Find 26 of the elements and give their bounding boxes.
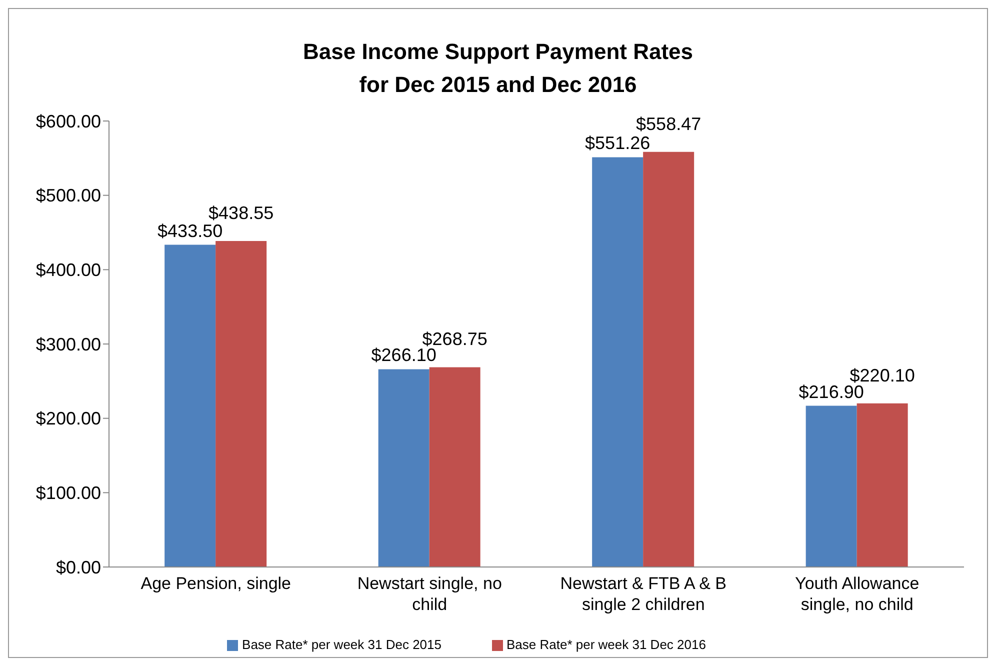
data-label: $438.55	[208, 203, 274, 224]
chart-title: Base Income Support Payment Rates for Dec 2015 and Dec 2016	[302, 38, 694, 99]
bar	[164, 244, 216, 567]
y-tick-label: $100.00	[36, 483, 101, 504]
x-tick-label: Newstart single, no child	[357, 574, 502, 614]
data-label: $558.47	[636, 114, 702, 134]
y-tick-label: $600.00	[36, 111, 101, 132]
x-tick-label: Newstart & FTB A & B single 2 children	[560, 574, 727, 614]
y-tick-label: $500.00	[36, 186, 101, 206]
legend-label: Base Rate* per week 31 Dec 2015	[242, 637, 442, 652]
x-tick-label: Age Pension, single	[140, 574, 292, 593]
bar	[216, 241, 267, 567]
bar	[643, 152, 694, 567]
bar	[378, 369, 430, 567]
bar	[429, 367, 480, 567]
data-label: $551.26	[585, 133, 650, 154]
bar	[856, 403, 908, 567]
y-tick-label: $400.00	[36, 260, 101, 280]
bar	[806, 406, 857, 567]
y-tick-label: $200.00	[36, 408, 101, 429]
y-tick-label: $300.00	[36, 334, 101, 354]
bar	[592, 157, 644, 567]
x-tick-label: Youth Allowance single, no child	[795, 574, 920, 614]
data-label: $433.50	[158, 220, 223, 241]
y-tick-label: $0.00	[56, 557, 101, 578]
legend-label: Base Rate* per week 31 Dec 2016	[506, 637, 706, 652]
